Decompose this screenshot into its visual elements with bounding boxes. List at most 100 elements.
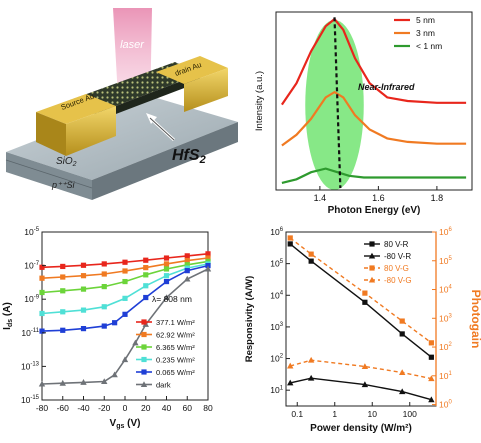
data-point [101,271,107,277]
data-point [205,255,211,261]
data-point [39,264,45,270]
data-point [101,378,108,385]
series-5 [38,265,212,387]
data-point [60,274,66,280]
legend-label: -80 V-G [384,276,412,285]
data-point [39,310,45,317]
oxide-boundary [5,159,93,189]
x-tick-label: 1.6 [372,193,385,203]
hfs2-flake-front [95,74,200,122]
data-point [80,326,87,332]
y-tick-label-left: 102 [270,354,283,364]
y-tick-label: 10-11 [21,328,39,338]
legend-marker [141,344,147,350]
data-point [163,261,170,267]
peak-guide-line [333,17,342,189]
material-label: HfS2 [172,147,206,166]
data-point [428,340,434,346]
y-tick-label-left: 105 [270,259,283,269]
legend-label: 6.365 W/m² [156,343,195,352]
x-axis-label: Photon Energy (eV) [328,205,421,215]
x-tick-label: -40 [77,403,90,413]
y-tick-label-right: 106 [439,227,452,237]
x-tick-label: 100 [403,409,417,419]
data-point [101,304,107,310]
data-point [362,290,368,296]
y-tick-label-left: 104 [270,290,283,300]
legend-marker [141,356,147,363]
legend-label: dark [156,381,171,390]
data-point [122,268,128,274]
legend-marker [369,265,375,271]
series-3 [287,356,435,382]
source-electrode-side [36,112,66,156]
data-point [132,339,139,346]
x-tick-label: 1 [332,409,337,419]
series-line-0 [280,17,467,106]
data-point [80,273,87,279]
data-point [101,284,107,290]
data-point [399,318,405,324]
data-point [205,263,211,269]
data-point [163,273,170,279]
data-point [122,295,128,301]
legend-marker [368,276,376,283]
data-point [287,235,293,241]
y-axis-label-right: Photogain [469,290,481,349]
legend-label: 5 nm [416,15,435,25]
legend-label: 3 nm [416,28,435,38]
x-tick-label: 0.1 [291,409,303,419]
data-point [122,259,128,265]
data-point [399,331,405,337]
legend-marker [141,319,147,325]
legend-marker [140,381,148,387]
x-tick-label: 10 [368,409,378,419]
x-tick-label: 40 [162,403,172,413]
y-axis-label-left: Responsivity (A/W) [244,276,255,363]
data-point [184,262,190,268]
source-electrode-top [36,94,116,124]
y-tick-label-right: 105 [439,256,452,266]
data-point [60,327,66,333]
x-tick-label: 0 [123,403,128,413]
data-point [307,356,315,363]
data-point [122,311,128,317]
y-tick-label: 10-7 [24,261,39,271]
y-tick-label-left: 106 [270,227,283,237]
data-point [143,257,149,263]
data-point [80,307,87,313]
data-point [121,356,129,363]
data-point [362,299,368,305]
legend-label: 62.92 W/m² [156,331,195,340]
legend-marker [369,241,375,247]
series-line-3 [290,359,432,380]
data-point [399,369,406,376]
data-point [39,289,45,296]
series-2 [39,258,211,296]
legend-label: 377.1 W/m² [156,318,195,327]
x-tick-label: 80 [203,403,213,413]
y-axis-label: Ids (A) [2,302,14,330]
legend-marker [368,252,376,259]
series-line-4 [41,264,209,332]
substrate-label: p⁺⁺Si [51,180,76,190]
data-point [361,363,369,370]
y-tick-label-right: 104 [439,285,452,295]
y-tick-label: 10-13 [21,361,40,371]
data-point [101,323,107,329]
data-point [39,275,45,281]
data-point [101,261,107,267]
data-point [184,275,191,282]
pointer-arrowhead [146,113,157,124]
data-point [205,251,211,257]
series-line-1 [281,90,467,147]
y-tick-label-left: 101 [270,385,283,395]
data-point [308,258,314,264]
data-point [60,288,66,294]
series-line-1 [290,377,432,401]
y-tick-label-right: 102 [439,342,452,352]
x-axis-label: Vgs (V) [110,418,141,430]
data-point [184,268,190,274]
data-point [287,241,293,247]
data-point [184,257,190,264]
